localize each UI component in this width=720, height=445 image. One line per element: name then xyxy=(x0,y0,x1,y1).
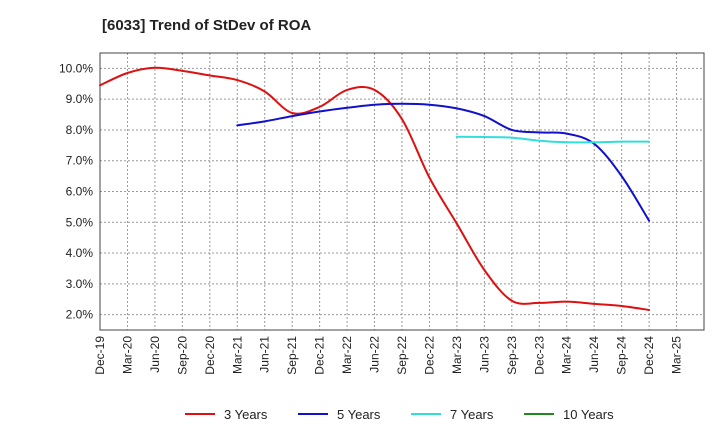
y-axis-tick-labels: 2.0% 3.0% 4.0% 5.0% 6.0% 7.0% 8.0% 9.0% 10.0% xyxy=(59,61,93,321)
y-tick-label: 3.0% xyxy=(66,277,94,291)
x-tick-label: Sep-21 xyxy=(285,336,299,375)
legend-label-10-years: 10 Years xyxy=(563,407,614,422)
y-tick-label: 5.0% xyxy=(66,215,94,229)
chart-title: [6033] Trend of StDev of ROA xyxy=(102,17,311,34)
series-lines xyxy=(99,66,651,311)
x-tick-label: Jun-24 xyxy=(587,336,601,373)
legend-label-7-years: 7 Years xyxy=(450,407,494,422)
series-line-3-years xyxy=(99,66,651,311)
legend: 3 Years 5 Years 7 Years 10 Years xyxy=(185,407,614,422)
x-tick-label: Mar-25 xyxy=(670,336,684,374)
y-tick-label: 8.0% xyxy=(66,123,94,137)
x-tick-label: Dec-24 xyxy=(642,336,656,375)
legend-label-5-years: 5 Years xyxy=(337,407,381,422)
x-tick-label: Dec-20 xyxy=(203,336,217,375)
x-tick-label: Mar-22 xyxy=(340,336,354,374)
x-tick-label: Sep-22 xyxy=(395,336,409,375)
series-line-7-years xyxy=(455,135,651,144)
x-tick-label: Dec-23 xyxy=(532,336,546,375)
x-tick-label: Jun-20 xyxy=(148,336,162,373)
y-tick-label: 6.0% xyxy=(66,185,94,199)
y-tick-label: 10.0% xyxy=(59,61,93,75)
x-tick-label: Jun-21 xyxy=(258,336,272,373)
x-tick-label: Dec-19 xyxy=(93,336,107,375)
y-tick-label: 2.0% xyxy=(66,308,94,322)
legend-label-3-years: 3 Years xyxy=(224,407,268,422)
x-tick-label: Sep-20 xyxy=(175,336,189,375)
y-tick-label: 4.0% xyxy=(66,246,94,260)
x-tick-label: Mar-21 xyxy=(230,336,244,374)
x-tick-label: Dec-21 xyxy=(313,336,327,375)
x-axis-tick-labels: Dec-19 Mar-20 Jun-20 Sep-20 Dec-20 Mar-21 Jun-… xyxy=(93,336,684,375)
grid-lines xyxy=(100,53,704,330)
x-tick-label: Sep-24 xyxy=(615,336,629,375)
x-tick-label: Mar-24 xyxy=(560,336,574,374)
plot-area-frame xyxy=(99,52,705,331)
x-tick-label: Jun-22 xyxy=(368,336,382,373)
x-tick-label: Dec-22 xyxy=(422,336,436,375)
x-tick-label: Jun-23 xyxy=(477,336,491,373)
x-tick-label: Mar-20 xyxy=(120,336,134,374)
series-line-5-years xyxy=(236,102,651,222)
x-tick-label: Sep-23 xyxy=(505,336,519,375)
y-tick-label: 9.0% xyxy=(66,92,94,106)
x-tick-label: Mar-23 xyxy=(450,336,464,374)
y-tick-label: 7.0% xyxy=(66,154,94,168)
